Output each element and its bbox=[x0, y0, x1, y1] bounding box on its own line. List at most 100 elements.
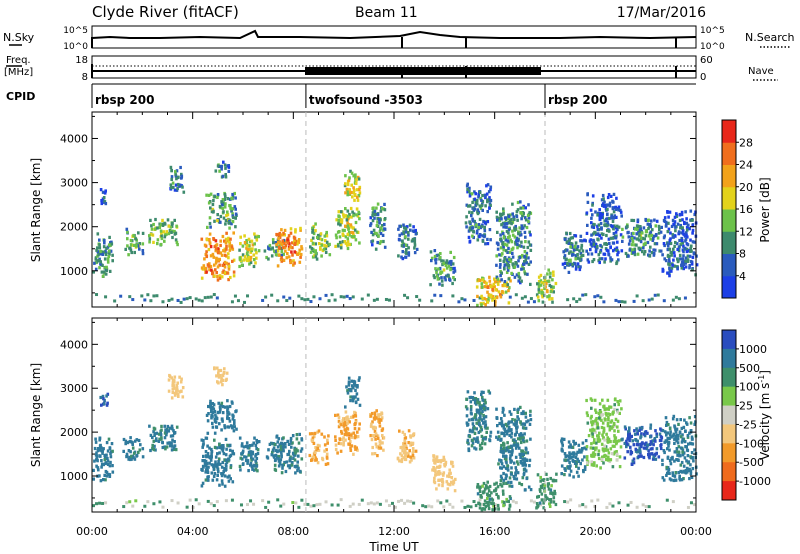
scatter-cell bbox=[597, 253, 601, 257]
scatter-cell bbox=[479, 485, 482, 489]
scatter-cell bbox=[500, 460, 503, 464]
scatter-cell bbox=[210, 408, 213, 412]
scatter-cell bbox=[604, 217, 608, 221]
scatter-cell bbox=[228, 419, 232, 423]
scatter-cell bbox=[313, 431, 317, 435]
scatter-cell bbox=[505, 481, 508, 485]
scatter-cell bbox=[465, 414, 469, 418]
scatter-cell bbox=[151, 447, 154, 451]
scatter-cell bbox=[524, 411, 527, 415]
scatter-cell bbox=[356, 435, 360, 439]
scatter-cell bbox=[509, 258, 513, 262]
scatter-cell bbox=[633, 243, 637, 247]
scatter-cell bbox=[449, 268, 452, 272]
scatter-cell bbox=[379, 231, 383, 236]
ground-scatter-cell bbox=[514, 501, 518, 505]
scatter-cell bbox=[548, 283, 552, 287]
scatter-cell bbox=[614, 417, 618, 421]
scatter-cell bbox=[346, 421, 349, 425]
scatter-cell bbox=[498, 253, 501, 257]
scatter-cell bbox=[294, 451, 297, 455]
scatter-cell bbox=[681, 218, 684, 222]
scatter-cell bbox=[576, 256, 580, 260]
scatter-cell bbox=[371, 206, 374, 210]
scatter-cell bbox=[378, 439, 382, 443]
scatter-cell bbox=[337, 415, 341, 419]
scatter-cell bbox=[609, 405, 613, 409]
ground-scatter-cell bbox=[212, 293, 216, 297]
scatter-cell bbox=[611, 444, 615, 448]
scatter-cell bbox=[99, 479, 103, 483]
scatter-cell bbox=[174, 448, 178, 452]
scatter-cell bbox=[402, 442, 405, 446]
scatter-cell bbox=[156, 242, 159, 246]
ground-scatter-cell bbox=[348, 504, 352, 508]
scatter-cell bbox=[571, 236, 574, 240]
scatter-cell bbox=[351, 195, 354, 199]
scatter-cell bbox=[537, 290, 541, 294]
scatter-cell bbox=[370, 411, 374, 416]
scatter-cell bbox=[356, 448, 359, 452]
scatter-cell bbox=[286, 241, 289, 245]
scatter-cell bbox=[621, 239, 624, 243]
scatter-cell bbox=[593, 438, 596, 442]
scatter-cell bbox=[207, 404, 210, 409]
scatter-cell bbox=[234, 225, 237, 229]
scatter-cell bbox=[398, 429, 401, 433]
scatter-cell bbox=[225, 231, 228, 235]
scatter-cell bbox=[520, 411, 523, 416]
scatter-cell bbox=[316, 430, 319, 434]
scatter-cell bbox=[691, 255, 695, 259]
scatter-cell bbox=[247, 258, 250, 262]
scatter-cell bbox=[614, 230, 618, 234]
scatter-cell bbox=[480, 411, 483, 415]
scatter-cell bbox=[507, 214, 511, 219]
scatter-cell bbox=[468, 396, 472, 400]
scatter-cell bbox=[287, 255, 291, 259]
scatter-cell bbox=[523, 255, 526, 259]
scatter-cell bbox=[276, 238, 280, 242]
ground-scatter-cell bbox=[514, 293, 518, 297]
ground-scatter-cell bbox=[306, 502, 310, 506]
scatter-cell bbox=[503, 222, 507, 226]
scatter-cell bbox=[522, 262, 526, 266]
scatter-cell bbox=[567, 458, 570, 462]
scatter-cell bbox=[407, 231, 410, 235]
scatter-cell bbox=[514, 473, 517, 477]
scatter-cell bbox=[563, 467, 566, 471]
scatter-cell bbox=[441, 480, 444, 484]
scatter-cell bbox=[105, 265, 108, 269]
scatter-cell bbox=[210, 454, 213, 459]
scatter-cell bbox=[526, 272, 529, 276]
scatter-cell bbox=[679, 435, 683, 439]
scatter-cell bbox=[671, 473, 675, 478]
scatter-cell bbox=[311, 236, 315, 240]
scatter-cell bbox=[249, 463, 252, 467]
scatter-cell bbox=[225, 247, 228, 251]
scatter-cell bbox=[440, 270, 444, 274]
ground-scatter-cell bbox=[372, 298, 376, 302]
scatter-cell bbox=[225, 377, 228, 381]
scatter-cell bbox=[477, 430, 481, 435]
scatter-cell bbox=[684, 429, 687, 433]
scatter-cell bbox=[437, 267, 440, 271]
scatter-cell bbox=[577, 474, 580, 478]
scatter-cell bbox=[181, 185, 184, 189]
scatter-cell bbox=[661, 476, 665, 480]
scatter-cell bbox=[684, 237, 688, 241]
scatter-cell bbox=[486, 503, 490, 507]
scatter-cell bbox=[669, 231, 672, 235]
scatter-cell bbox=[99, 249, 102, 253]
scatter-cell bbox=[220, 474, 224, 478]
x-tick-label: 04:00 bbox=[177, 525, 209, 538]
scatter-cell bbox=[107, 254, 111, 259]
scatter-cell bbox=[224, 237, 228, 241]
scatter-cell bbox=[518, 226, 521, 230]
scatter-cell bbox=[567, 466, 571, 470]
scatter-cell bbox=[661, 429, 665, 433]
scatter-cell bbox=[225, 261, 228, 265]
scatter-cell bbox=[95, 248, 98, 252]
scatter-cell bbox=[480, 508, 484, 512]
scatter-cell bbox=[637, 455, 641, 459]
scatter-cell bbox=[685, 231, 688, 235]
